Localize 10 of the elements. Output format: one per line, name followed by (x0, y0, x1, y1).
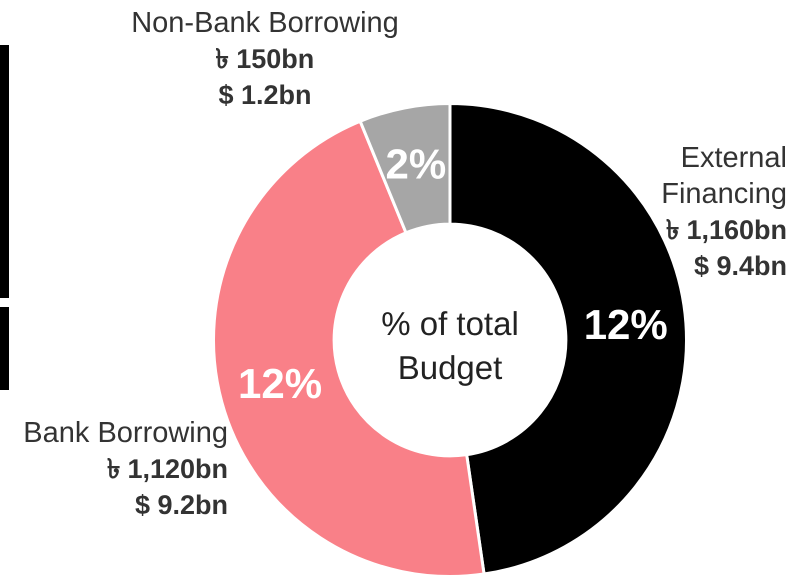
slice-label: Bank Borrowing (23, 416, 228, 451)
text: ৳ 150bn $ 1.2bn (216, 44, 314, 110)
text: 12% (238, 360, 322, 408)
slice-label: External Financing (660, 141, 787, 212)
text: ৳ 1,160bn $ 9.4bn (666, 215, 787, 281)
text: 2% (386, 140, 446, 188)
slice-label: Non-Bank Borrowing (131, 6, 399, 41)
text: % of total Budget (380, 304, 520, 388)
text: ৳ 1,120bn $ 9.2bn (106, 454, 228, 520)
text: 12% (584, 300, 668, 348)
